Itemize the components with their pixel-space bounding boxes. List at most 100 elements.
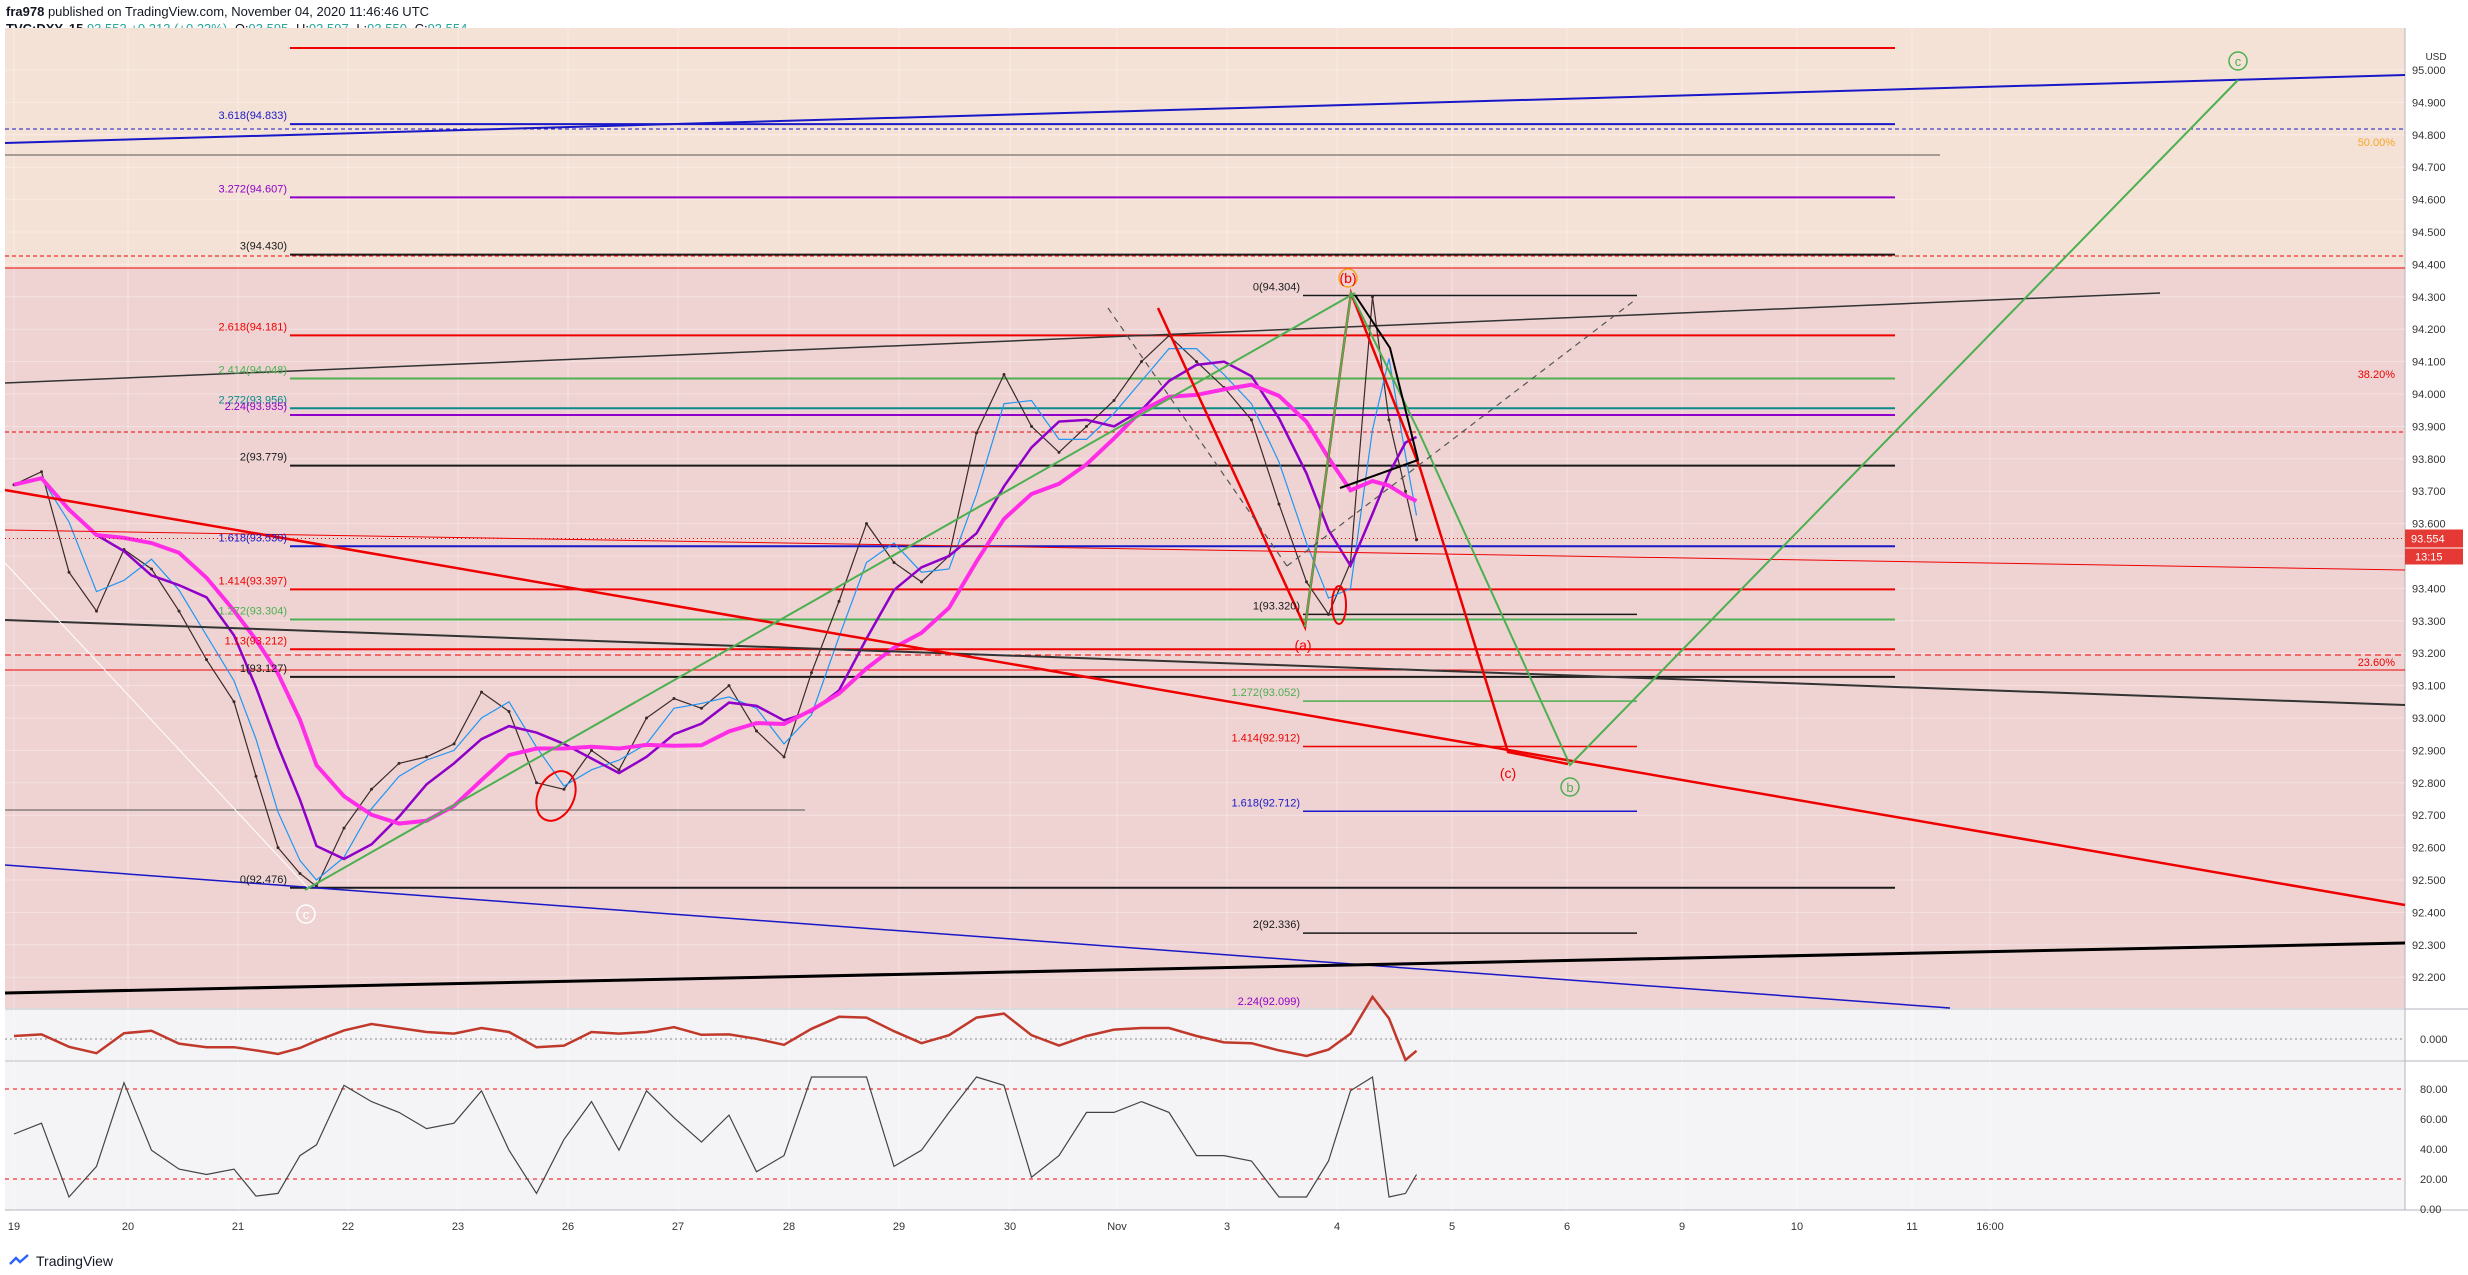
price-point bbox=[1002, 373, 1006, 377]
rsi-tick: 20.00 bbox=[2420, 1174, 2448, 1186]
wave-label-b-green: b bbox=[1566, 780, 1573, 795]
price-point bbox=[232, 700, 236, 704]
red-circle-2 bbox=[1331, 585, 1347, 625]
author-name[interactable]: fra978 bbox=[6, 4, 45, 19]
wave-b-green-ring bbox=[1560, 777, 1580, 797]
x-tick-label: 16:00 bbox=[1976, 1221, 2004, 1233]
price-point bbox=[480, 690, 483, 694]
price-point bbox=[1250, 418, 1253, 422]
x-tick-label: 22 bbox=[342, 1221, 354, 1233]
fib-ext-label: 1.618(92.712) bbox=[1232, 797, 1301, 809]
ma-mid bbox=[13, 360, 1418, 861]
y-tick-label: 93.900 bbox=[2412, 421, 2446, 433]
fib-level-label: 2.618(94.181) bbox=[219, 321, 288, 333]
fib-level-label: 2.414(94.048) bbox=[219, 364, 288, 376]
y-tick-label: 94.800 bbox=[2412, 130, 2446, 142]
y-tick-label: 92.600 bbox=[2412, 843, 2446, 855]
price-point bbox=[177, 609, 181, 613]
fib-ext-label: 2(92.336) bbox=[1253, 919, 1300, 931]
price-point bbox=[370, 787, 373, 791]
wave-label-c-green: c bbox=[2235, 54, 2242, 69]
price-point bbox=[1327, 612, 1330, 616]
fib-level-label: 0(92.476) bbox=[240, 874, 287, 886]
price-point bbox=[40, 470, 43, 474]
price-point bbox=[425, 755, 428, 759]
y-tick-label: 92.500 bbox=[2412, 875, 2446, 887]
y-tick-label: 94.300 bbox=[2412, 292, 2446, 304]
x-tick-label: 6 bbox=[1564, 1221, 1570, 1233]
price-point bbox=[810, 671, 813, 675]
wave-c-white-ring bbox=[296, 904, 316, 924]
y-tick-label: 94.100 bbox=[2412, 357, 2446, 369]
fib-level-label: 3.272(94.607) bbox=[219, 183, 288, 195]
y-tick-label: 92.700 bbox=[2412, 810, 2446, 822]
macd-line bbox=[13, 994, 1418, 1063]
rsi-tick: 0.00 bbox=[2420, 1204, 2441, 1216]
ma-fast bbox=[13, 348, 1418, 881]
green-channel-line bbox=[304, 292, 1356, 891]
blue-upper-trendline bbox=[4, 74, 2406, 144]
price-point bbox=[298, 872, 302, 876]
price-point bbox=[617, 768, 621, 772]
publish-info: fra978 published on TradingView.com, Nov… bbox=[6, 3, 467, 20]
price-point bbox=[1277, 502, 1281, 506]
y-tick-label: 92.200 bbox=[2412, 972, 2446, 984]
x-tick-label: 27 bbox=[672, 1221, 684, 1233]
black-mid-trendline bbox=[4, 619, 2406, 706]
fib-level-label: 1.414(93.397) bbox=[219, 575, 288, 587]
price-point bbox=[1371, 295, 1374, 299]
price-point bbox=[1057, 450, 1061, 454]
price-point bbox=[95, 609, 98, 613]
y-tick-label: 92.900 bbox=[2412, 745, 2446, 757]
y-tick-label: 93.000 bbox=[2412, 713, 2446, 725]
fib-level-label: 2.272(93.956) bbox=[219, 394, 288, 406]
price-point bbox=[1415, 538, 1418, 542]
price-axis-bg bbox=[2405, 28, 2468, 1210]
price-point bbox=[672, 697, 676, 701]
x-tick-label: Nov bbox=[1107, 1221, 1127, 1233]
rsi-panel-bg bbox=[5, 1062, 2405, 1210]
tradingview-logo[interactable]: TradingView bbox=[8, 1253, 113, 1269]
y-tick-label: 94.700 bbox=[2412, 162, 2446, 174]
y-tick-label: 93.200 bbox=[2412, 648, 2446, 660]
pct-label-23: 23.60% bbox=[2358, 657, 2396, 669]
price-point bbox=[1140, 360, 1143, 364]
green-projection bbox=[1304, 79, 2239, 767]
price-point bbox=[507, 710, 511, 714]
price-point bbox=[837, 599, 841, 603]
x-tick-label: 29 bbox=[893, 1221, 905, 1233]
fib-ext-label: 0(94.304) bbox=[1253, 282, 1300, 294]
y-tick-label: 92.300 bbox=[2412, 940, 2446, 952]
price-point bbox=[562, 787, 566, 791]
red-circle-1 bbox=[535, 770, 577, 822]
price-point bbox=[1305, 580, 1308, 584]
white-diag-line bbox=[4, 562, 311, 891]
price-point bbox=[782, 755, 786, 759]
black-base-trendline bbox=[4, 941, 2406, 995]
wave-c-green-ring bbox=[2228, 51, 2248, 71]
rsi-tick: 80.00 bbox=[2420, 1084, 2448, 1096]
y-tick-label: 94.600 bbox=[2412, 195, 2446, 207]
wave-label-a: (a) bbox=[1294, 637, 1311, 653]
price-point bbox=[975, 431, 978, 435]
countdown-text: 13:15 bbox=[2415, 552, 2443, 564]
price-point bbox=[276, 846, 280, 850]
x-tick-label: 23 bbox=[452, 1221, 464, 1233]
x-tick-label: 10 bbox=[1791, 1221, 1803, 1233]
price-point bbox=[342, 826, 346, 830]
fib-level-label: 2(93.779) bbox=[240, 452, 287, 464]
tradingview-icon bbox=[9, 1254, 29, 1265]
countdown-tag bbox=[2405, 548, 2463, 565]
wave-label-b: (b) bbox=[1339, 270, 1356, 286]
y-tick-label: 93.400 bbox=[2412, 583, 2446, 595]
y-tick-label: 93.700 bbox=[2412, 486, 2446, 498]
macd-tick: 0.000 bbox=[2420, 1034, 2448, 1046]
x-tick-label: 30 bbox=[1004, 1221, 1016, 1233]
wave-b-ring bbox=[1338, 268, 1358, 288]
fib-level-label: 2.24(93.935) bbox=[225, 401, 287, 413]
fib-ext-label: 2.24(92.099) bbox=[1238, 996, 1300, 1008]
x-tick-label: 21 bbox=[232, 1221, 244, 1233]
price-point bbox=[590, 748, 593, 752]
price-point bbox=[1030, 424, 1033, 428]
